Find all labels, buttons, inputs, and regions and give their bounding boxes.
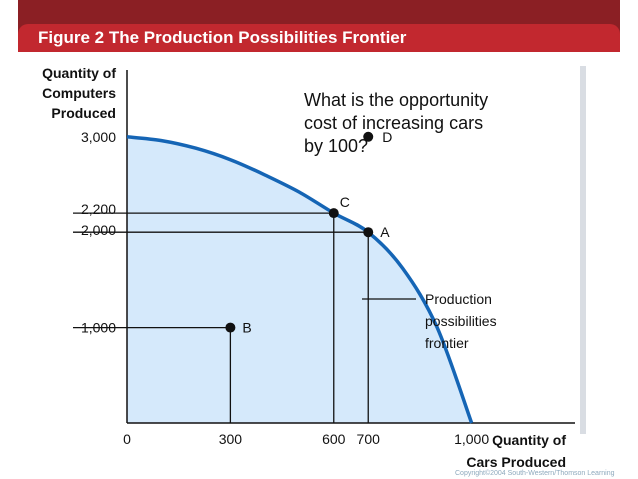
x-axis-title-line-2: Cars Produced (466, 454, 566, 470)
point-b-label: B (242, 320, 251, 336)
point-c-marker (328, 208, 339, 219)
copyright-notice: Copyright©2004 South-Western/Thomson Lea… (455, 470, 615, 477)
figure-title: Figure 2 The Production Possibilities Fr… (38, 28, 407, 47)
point-d-marker (363, 131, 374, 142)
y-tick-label-3000: 3,000 (81, 129, 116, 145)
point-c-label: C (340, 194, 350, 210)
annotation-line-1: What is the opportunity (304, 90, 488, 110)
x-tick-label-0: 0 (123, 431, 131, 447)
title-bar-highlight (18, 24, 620, 52)
frontier-label-line-1: Production (425, 291, 492, 307)
frontier-label-line-3: frontier (425, 335, 469, 351)
point-d-label: D (382, 129, 392, 145)
point-a-marker (363, 227, 374, 238)
y-axis-title-line-1: Quantity of (42, 65, 116, 81)
x-tick-label-300: 300 (219, 431, 243, 447)
frontier-curve (126, 135, 474, 424)
chart-panel-shadow (580, 66, 586, 434)
x-tick-label-1000: 1,000 (454, 431, 489, 447)
x-axis-title-line-1: Quantity of (492, 432, 566, 448)
annotation-line-2: cost of increasing cars (304, 113, 483, 133)
frontier-area (127, 136, 472, 424)
frontier-label-line-2: possibilities (425, 313, 497, 329)
y-axis-title-line-2: Computers (42, 85, 116, 101)
x-tick-label-600: 600 (322, 431, 346, 447)
y-tick-label-2200: 2,200 (81, 201, 116, 217)
point-b-marker (225, 322, 236, 333)
point-a-label: A (380, 224, 390, 240)
title-bar (18, 0, 620, 52)
y-axis-title-line-3: Produced (51, 105, 116, 121)
x-tick-label-700: 700 (357, 431, 381, 447)
y-tick-label-1000: 1,000 (81, 320, 116, 336)
annotation-line-3: by 100? (304, 136, 368, 156)
y-tick-label-2000: 2,000 (81, 222, 116, 238)
